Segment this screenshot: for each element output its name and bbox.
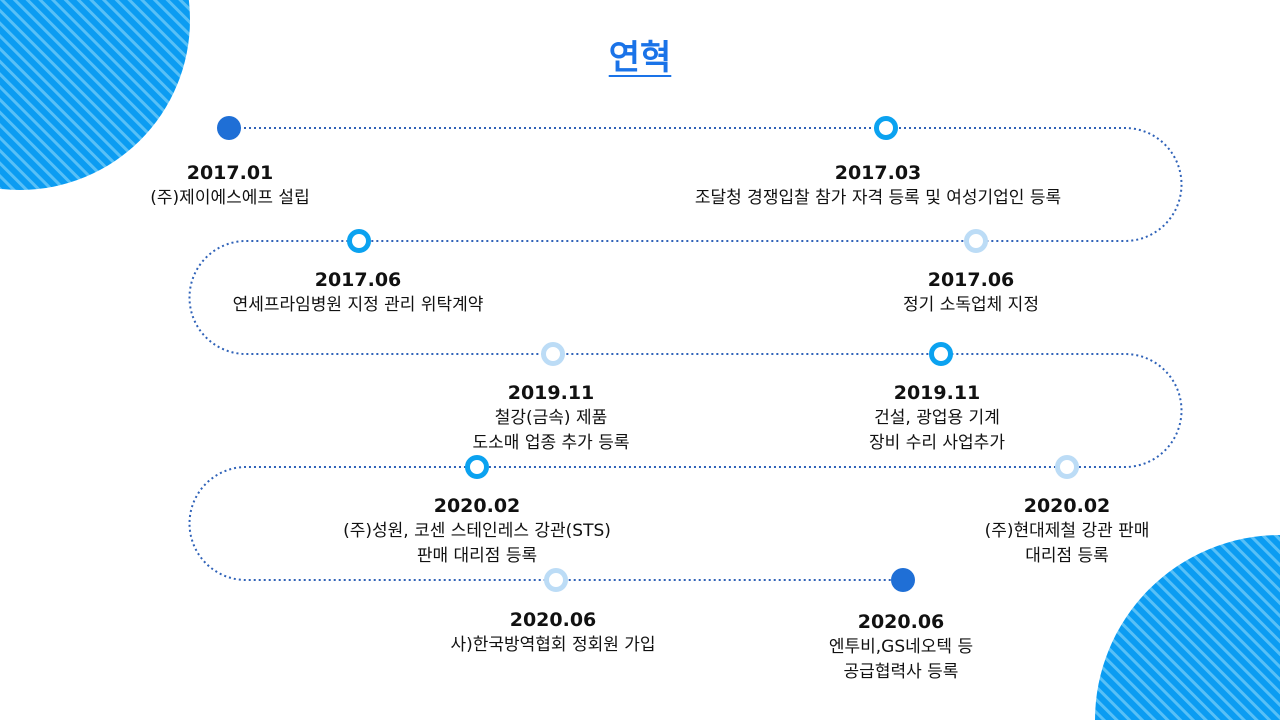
event-date: 2017.06: [314, 269, 402, 291]
event-description: (주)현대제철 강관 판매: [984, 521, 1150, 541]
event-description: 사)한국방역협회 정회원 가입: [450, 635, 656, 655]
event-description: 대리점 등록: [1025, 546, 1109, 566]
timeline-marker: [217, 116, 241, 140]
timeline-event: 2020.02 (주)성원, 코센 스테인레스 강관(STS) 판매 대리점 등록: [177, 493, 777, 569]
event-description: 철강(금속) 제품: [494, 408, 608, 428]
event-description: 장비 수리 사업추가: [869, 433, 1005, 453]
event-date: 2020.02: [1023, 495, 1111, 517]
event-date: 2020.06: [509, 609, 597, 631]
timeline-marker: [1055, 455, 1079, 479]
event-description: 공급협력사 등록: [843, 662, 959, 682]
timeline-marker: [465, 455, 489, 479]
event-description: 판매 대리점 등록: [416, 546, 538, 566]
event-description: 조달청 경쟁입찰 참가 자격 등록 및 여성기업인 등록: [694, 188, 1062, 208]
timeline-marker: [347, 229, 371, 253]
timeline-event: 2017.01 (주)제이에스에프 설립: [0, 160, 530, 211]
event-date: 2017.01: [186, 162, 274, 184]
event-date: 2020.02: [433, 495, 521, 517]
timeline-marker: [874, 116, 898, 140]
event-description: (주)제이에스에프 설립: [150, 188, 310, 208]
event-description: 엔투비,GS네오텍 등: [828, 637, 974, 657]
corner-circle-bottom-right: [1095, 535, 1280, 720]
timeline-event: 2017.03 조달청 경쟁입찰 참가 자격 등록 및 여성기업인 등록: [578, 160, 1178, 211]
event-date: 2019.11: [507, 382, 595, 404]
timeline-marker: [929, 342, 953, 366]
event-date: 2017.06: [927, 269, 1015, 291]
corner-circle-top-left: [0, 0, 190, 190]
timeline-event: 2017.06 연세프라임병원 지정 관리 위탁계약: [58, 267, 658, 318]
event-description: (주)성원, 코센 스테인레스 강관(STS): [343, 521, 611, 541]
event-description: 연세프라임병원 지정 관리 위탁계약: [232, 295, 484, 315]
timeline-marker: [964, 229, 988, 253]
timeline-event: 2020.06 사)한국방역협회 정회원 가입: [253, 607, 853, 658]
timeline-marker: [891, 568, 915, 592]
page-title: 연혁: [608, 38, 672, 78]
event-description: 정기 소독업체 지정: [903, 295, 1039, 315]
event-description: 건설, 광업용 기계: [874, 408, 1000, 428]
timeline-dotted-path: [188, 127, 1183, 581]
event-date: 2019.11: [893, 382, 981, 404]
timeline-marker: [544, 568, 568, 592]
event-date: 2017.03: [834, 162, 922, 184]
timeline-marker: [541, 342, 565, 366]
event-description: 도소매 업종 추가 등록: [472, 433, 630, 453]
event-date: 2020.06: [857, 611, 945, 633]
timeline-event: 2017.06 정기 소독업체 지정: [671, 267, 1271, 318]
